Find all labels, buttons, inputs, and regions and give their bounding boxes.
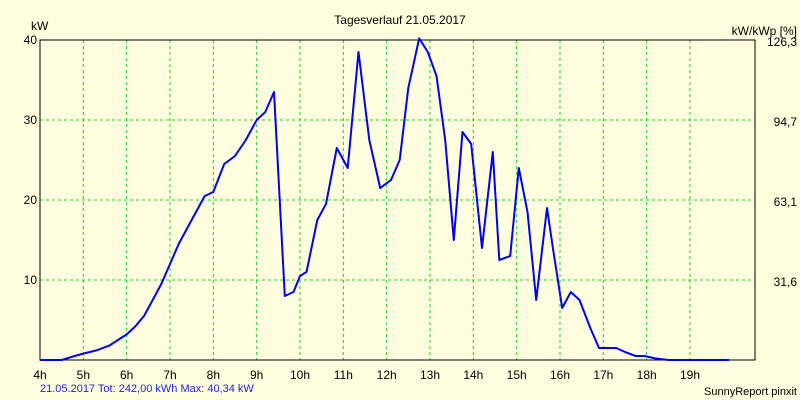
grid-lines [40,40,755,360]
x-tick-label: 4h [33,368,46,382]
x-tick-label: 16h [550,368,570,382]
x-tick-label: 9h [250,368,263,382]
y-tick-label-left: 20 [24,193,38,207]
x-tick-label: 7h [163,368,176,382]
y-axis-left-label: kW [31,19,49,33]
y-tick-label-right: 63,1 [774,195,798,209]
x-tick-label: 13h [420,368,440,382]
x-tick-label: 8h [207,368,220,382]
x-tick-label: 5h [77,368,90,382]
series-line [40,37,729,361]
plot-frame [39,39,756,361]
y-tick-label-left: 10 [24,273,38,287]
chart-title: Tagesverlauf 21.05.2017 [334,13,466,27]
y-tick-label-left: 40 [24,33,38,47]
x-tick-label: 12h [377,368,397,382]
x-tick-label: 11h [334,368,353,382]
y-tick-label-right: 94,7 [774,115,798,129]
y-tick-label-right: 31,6 [774,275,798,289]
y-axis-right-label: kW/kWp [%] [732,24,797,38]
x-tick-label: 10h [290,368,310,382]
x-tick-label: 19h [680,368,700,382]
x-tick-label: 6h [120,368,133,382]
y-tick-label-right: 126,3 [767,35,797,49]
footer-summary: 21.05.2017 Tot: 242,00 kWh Max: 40,34 kW [40,383,254,395]
x-tick-label: 15h [507,368,527,382]
y-tick-label-left: 30 [24,113,38,127]
tick-labels: 4h 5h 6h 7h 8h 9h 10h 11h 12h 13h 14h 15h 16h 17h 18h 1… [24,33,798,382]
x-tick-label: 14h [463,368,483,382]
series-layer [40,37,729,361]
footer-credit: SunnyReport pinxit [704,386,797,398]
x-tick-label: 17h [593,368,613,382]
x-tick-label: 18h [637,368,657,382]
